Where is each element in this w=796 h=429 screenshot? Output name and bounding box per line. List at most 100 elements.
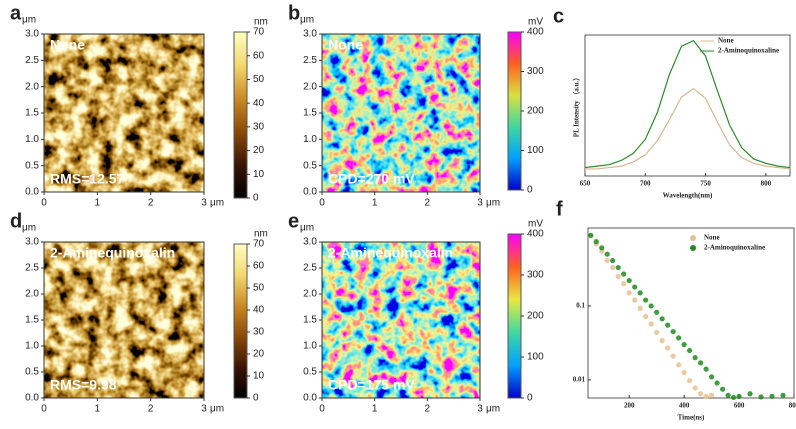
x-tick-label: 3 (477, 404, 483, 415)
x-unit: μm (486, 198, 500, 209)
y-unit: μm (22, 223, 36, 234)
y-tick-label: 0.0 (303, 393, 317, 404)
point (709, 392, 715, 398)
point (621, 281, 627, 287)
image-label: 2-Aminequinoxalin (50, 245, 175, 261)
frame (587, 227, 795, 399)
annotation: RMS=12.57 (50, 171, 125, 187)
legend-label: None (718, 37, 734, 45)
y-tick-label: 1.5 (25, 108, 39, 119)
y-tick-label: 0.0 (25, 393, 39, 404)
panel-letter: f (556, 198, 563, 220)
legend-swatch (690, 235, 696, 241)
legend-label: 2-Aminoquinoxaline (704, 244, 765, 252)
y-tick-label: 0.5 (25, 367, 39, 378)
y-tick-label: 2.0 (303, 289, 317, 300)
point (703, 366, 709, 372)
legend-label: 2-Aminoquinoxaline (718, 47, 779, 55)
x-tick-label: 2 (425, 198, 431, 209)
colorbar-tick-label: 300 (527, 270, 544, 281)
colorbar-tick-label: 0 (527, 185, 533, 196)
y-tick-label: 0.5 (303, 160, 317, 171)
point (654, 329, 660, 335)
colorbar-tick-label: 40 (253, 305, 265, 316)
point (604, 257, 610, 264)
y-tick-label: 2.0 (25, 289, 39, 300)
y-tick-label: 0.0 (303, 187, 317, 198)
colorbar-unit: mV (528, 17, 543, 28)
y-tick-label: 0.5 (25, 160, 39, 171)
point (730, 394, 737, 401)
point (632, 284, 638, 290)
point (725, 392, 731, 398)
y-tick-label: 3.0 (303, 237, 317, 248)
point (659, 338, 665, 344)
x-tick-label: 200 (624, 402, 635, 410)
point (621, 271, 627, 277)
heatmap (322, 34, 480, 192)
y-tick-label: 0.1 (576, 302, 585, 310)
point (648, 303, 654, 309)
point (736, 393, 742, 399)
y-tick-label: 1.5 (303, 108, 317, 119)
annotation: RMS=9.98 (50, 377, 117, 393)
y-tick-label: 2.0 (25, 81, 39, 92)
colorbar-unit: nm (254, 17, 268, 28)
frame (584, 34, 791, 177)
point (659, 316, 665, 322)
point (709, 374, 715, 380)
point (687, 347, 693, 354)
y-tick-label: 0.5 (303, 367, 317, 378)
colorbar-tick-label: 60 (253, 50, 265, 61)
legend-swatch (690, 245, 696, 251)
x-unit: μm (210, 404, 224, 415)
point (703, 393, 709, 399)
point (604, 251, 610, 257)
colorbar-tick-label: 70 (253, 239, 265, 250)
point (676, 335, 682, 341)
legend-label: None (704, 234, 720, 242)
colorbar-tick-label: 0 (253, 193, 259, 204)
colorbar-tick-label: 10 (253, 169, 265, 180)
colorbar-tick-label: 60 (253, 261, 265, 272)
x-tick-label: 3 (201, 198, 207, 209)
x-axis-label: Time(ns) (678, 414, 705, 422)
y-tick-label: 2.5 (303, 263, 317, 274)
y-tick-label: 2.0 (303, 81, 317, 92)
y-tick-label: 2.5 (25, 55, 39, 66)
image-label: 2-Aminequinoxalin (328, 245, 453, 261)
point (643, 297, 649, 303)
colorbar-tick-label: 50 (253, 74, 265, 85)
x-tick-label: 1 (372, 198, 378, 209)
point (599, 245, 605, 251)
y-tick-label: 0.01 (573, 376, 586, 384)
point (648, 321, 654, 327)
point (610, 264, 616, 271)
y-tick-label: 1.0 (25, 341, 39, 352)
point (692, 355, 698, 361)
y-tick-label: 1.5 (303, 315, 317, 326)
x-tick-label: 0 (319, 198, 325, 209)
annotation: CPD=175 mV (328, 377, 415, 393)
point (615, 264, 621, 271)
image-label: None (328, 37, 363, 53)
series-line (585, 87, 791, 170)
point (665, 322, 671, 328)
x-tick-label: 0 (319, 404, 325, 415)
point (698, 391, 704, 397)
x-tick-label: 2 (425, 404, 431, 415)
x-unit: μm (486, 404, 500, 415)
colorbar-tick-label: 10 (253, 371, 265, 382)
point (626, 277, 632, 284)
colorbar-tick-label: 100 (527, 352, 544, 363)
point (681, 369, 687, 376)
point (687, 377, 693, 384)
heatmap (322, 242, 480, 398)
x-tick-label: 650 (580, 180, 591, 188)
colorbar-tick-label: 30 (253, 327, 265, 338)
x-tick-label: 0 (41, 404, 47, 415)
point (670, 328, 676, 335)
series-line (584, 39, 791, 169)
y-unit: μm (300, 223, 314, 234)
y-tick-label: 3.0 (25, 237, 39, 248)
